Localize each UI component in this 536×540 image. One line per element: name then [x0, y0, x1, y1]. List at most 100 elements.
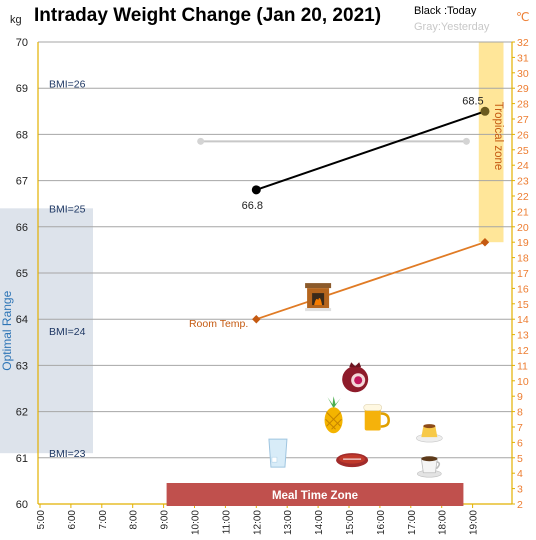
y-left-tick-label: 69: [16, 83, 28, 95]
series-room-temp-line: [256, 241, 486, 321]
fireplace-mantel: [305, 283, 332, 289]
x-tick-label: 15:00: [345, 510, 356, 535]
y-right-tick-label: 26: [517, 129, 529, 141]
y-right-tick-label: 24: [517, 160, 529, 172]
y-right-tick-label: 30: [517, 68, 529, 80]
x-tick-label: 11:00: [221, 510, 232, 535]
tropical-zone-label: Tropical zone: [492, 102, 504, 171]
flan-caramel: [423, 424, 436, 429]
series-today-point: [251, 185, 261, 195]
y-left-tick-label: 70: [16, 37, 28, 49]
y-right-tick-label: 31: [517, 52, 529, 64]
tropical-zone-band: [478, 42, 504, 243]
x-tick-label: 9:00: [160, 510, 171, 530]
coffee-cup-icon: [417, 456, 442, 478]
y-left-tick-label: 61: [16, 453, 28, 465]
y-right-tick-label: 3: [517, 484, 523, 496]
x-tick-label: 16:00: [376, 510, 387, 535]
water-glass-body: [268, 438, 288, 468]
y-right-tick-label: 2: [517, 499, 523, 511]
y-left-tick-label: 67: [16, 176, 28, 188]
y-right-tick-label: 25: [517, 145, 529, 157]
beer-mug: [364, 408, 381, 431]
y-right-tick-label: 23: [517, 176, 529, 188]
pineapple-leaves: [327, 396, 341, 409]
coffee-liquid: [421, 456, 438, 462]
x-tick-label: 6:00: [67, 510, 78, 530]
bmi-label: BMI=23: [49, 448, 86, 460]
x-tick-label: 12:00: [252, 510, 263, 535]
bmi-label: BMI=24: [49, 326, 86, 338]
y-right-tick-label: 29: [517, 83, 529, 95]
y-right-tick-label: 19: [517, 237, 529, 249]
y-left-tick-label: 60: [16, 499, 28, 511]
y-right-tick-label: 22: [517, 191, 529, 203]
y-right-tick-label: 9: [517, 391, 523, 403]
coffee-handle: [435, 460, 441, 470]
y-right-tick-label: 10: [517, 376, 529, 388]
y-right-tick-label: 27: [517, 114, 529, 126]
series-today-point: [480, 106, 490, 116]
fireplace-icon: [305, 283, 332, 312]
meal-time-zone-label: Meal Time Zone: [272, 490, 358, 502]
y-left-tick-label: 65: [16, 268, 28, 280]
y-left-tick-label: 68: [16, 129, 28, 141]
y-left-tick-label: 63: [16, 360, 28, 372]
y-right-tick-label: 16: [517, 283, 529, 295]
y-right-tick-label: 21: [517, 206, 529, 218]
y-right-tick-label: 18: [517, 253, 529, 265]
flan-body: [421, 426, 438, 438]
pineapple-body: [324, 407, 343, 434]
x-tick-label: 17:00: [407, 510, 418, 535]
x-tick-label: 14:00: [314, 510, 325, 535]
fireplace-flame: [314, 297, 323, 306]
y-right-tick-label: 14: [517, 314, 529, 326]
beer-handle: [380, 412, 390, 428]
y-right-tick-label: 20: [517, 222, 529, 234]
y-right-tick-label: 6: [517, 437, 523, 449]
legend-yesterday: Gray:Yesterday: [414, 21, 490, 33]
y-right-tick-label: 11: [517, 360, 528, 372]
y-right-tick-label: 4: [517, 468, 523, 480]
x-tick-label: 19:00: [469, 510, 480, 535]
series-today-data-label: 68.5: [462, 95, 483, 107]
beer-icon: [363, 404, 390, 431]
pineapple-pattern: [325, 411, 342, 430]
steak-icon: [336, 453, 369, 468]
optimal-range-band: [0, 208, 93, 454]
beer-foam: [363, 404, 383, 411]
y-right-tick-label: 28: [517, 99, 529, 111]
y-right-tick-label: 15: [517, 299, 529, 311]
x-tick-label: 8:00: [129, 510, 140, 530]
y-right-tick-label: 32: [517, 37, 529, 49]
y-left-unit-label: kg: [10, 14, 22, 26]
series-yesterday-point: [197, 137, 205, 145]
y-right-tick-label: 5: [517, 453, 523, 465]
series-room-temp-point: [480, 237, 490, 247]
fireplace-hearth: [305, 308, 332, 312]
series-today-data-label: 66.8: [242, 200, 263, 212]
y-left-tick-label: 66: [16, 222, 28, 234]
bmi-label: BMI=25: [49, 203, 86, 215]
y-right-unit-label: ℃: [516, 10, 529, 24]
series-room-temp-point: [252, 314, 261, 324]
x-tick-label: 18:00: [438, 510, 449, 535]
x-tick-label: 10:00: [191, 510, 202, 535]
x-tick-label: 7:00: [98, 510, 109, 530]
water-glass-icon: [268, 438, 288, 468]
y-right-tick-label: 7: [517, 422, 523, 434]
water-glass-ice: [271, 456, 278, 463]
legend-today: Black :Today: [414, 5, 477, 17]
series-today-line: [255, 110, 486, 191]
flan-icon: [416, 424, 443, 443]
series-yesterday-point: [462, 137, 470, 145]
series-room-temp-label: Room Temp.: [189, 318, 248, 330]
y-left-tick-label: 64: [16, 314, 28, 326]
meal-time-zone-bar: [166, 483, 464, 506]
chart-title: Intraday Weight Change (Jan 20, 2021): [34, 5, 381, 26]
bmi-label: BMI=26: [49, 79, 86, 91]
pineapple-icon: [324, 396, 343, 434]
y-right-tick-label: 12: [517, 345, 529, 357]
